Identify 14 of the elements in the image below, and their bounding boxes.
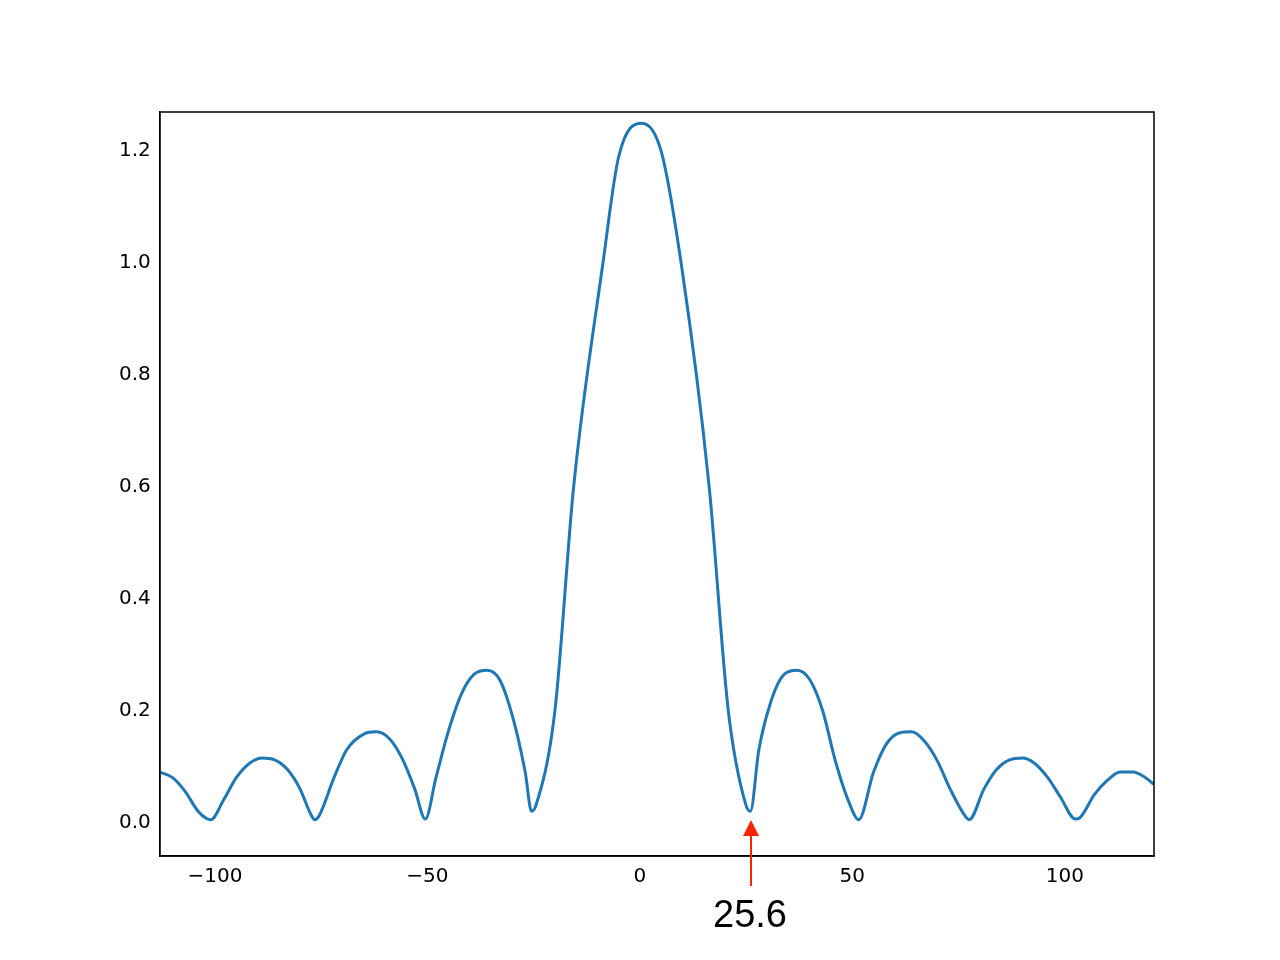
x-tick-label: −50 [406,863,449,888]
x-tick-label: 0 [633,863,647,888]
text: 25.6 [712,893,788,936]
y-tick-label: 0.4 [118,584,151,609]
y-tick-label: 0.2 [118,696,151,721]
y-tick-label: 0.0 [118,808,151,833]
x-tick-label: 50 [839,863,866,888]
x-tick-label: −100 [187,863,243,888]
y-tick-label: 1.2 [118,137,151,162]
y-tick-label: 0.8 [118,361,151,386]
x-tick-label: 100 [1045,863,1084,888]
y-tick-label: 1.0 [118,249,151,274]
y-tick-label: 0.6 [118,473,151,497]
line-series [159,121,1154,822]
